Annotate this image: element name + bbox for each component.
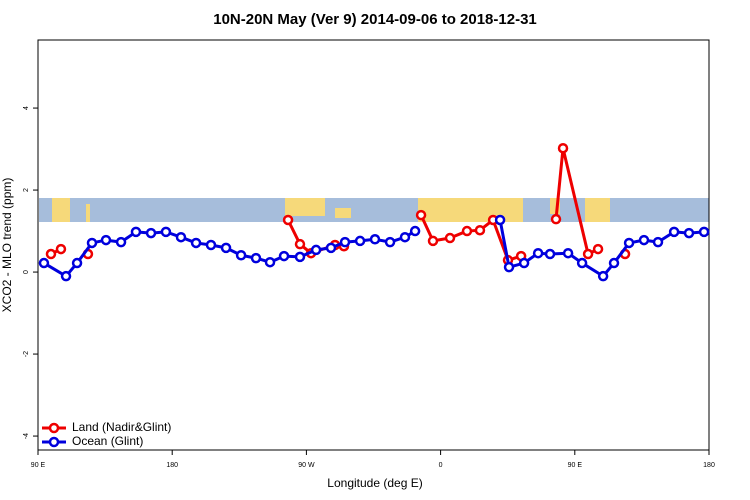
data-point [562, 247, 574, 259]
series-line [554, 146, 599, 256]
legend-marker [48, 422, 60, 434]
y-axis-label: XCO2 - MLO trend (ppm) [0, 178, 14, 313]
data-point [369, 234, 381, 245]
data-point [399, 231, 411, 243]
legend: Land (Nadir&Glint)Ocean (Glint) [42, 420, 171, 448]
data-point [325, 242, 337, 254]
data-point [518, 257, 530, 269]
x-tick-label: 180 [166, 462, 178, 469]
data-point [339, 236, 351, 248]
land-strip [52, 198, 70, 222]
y-tick-label: -2 [23, 351, 30, 357]
data-point [354, 235, 366, 247]
x-axis-label: Longitude (deg E) [327, 476, 422, 490]
y-tick-label: 4 [23, 106, 30, 110]
data-point [86, 237, 98, 249]
data-point [38, 257, 50, 269]
data-point [444, 232, 456, 244]
x-tick-label: 0 [439, 462, 443, 469]
data-point [532, 247, 544, 259]
data-point [652, 236, 664, 248]
data-point [608, 257, 620, 269]
plot-frame [37, 39, 710, 451]
data-point [592, 243, 604, 255]
land-strip [418, 198, 523, 222]
data-point [205, 239, 217, 251]
data-point [582, 248, 594, 260]
data-point [544, 248, 556, 260]
data-point [278, 250, 290, 262]
data-point [597, 270, 609, 282]
data-point [557, 142, 569, 154]
data-point [55, 243, 67, 255]
land-strip [285, 198, 325, 216]
data-point [250, 252, 262, 264]
data-point [282, 214, 294, 226]
data-point [310, 244, 322, 256]
data-point [175, 231, 187, 243]
data-point [623, 237, 635, 249]
land-strip [335, 208, 351, 218]
data-point [71, 257, 83, 269]
data-point [384, 236, 396, 248]
y-tick-label: -4 [23, 433, 30, 439]
data-point [130, 226, 142, 238]
data-point [415, 209, 427, 221]
y-tick-label: 2 [23, 188, 30, 192]
data-point [638, 234, 650, 246]
land-strip [550, 198, 560, 214]
x-tick-label: 90 W [298, 462, 315, 469]
data-point [550, 213, 562, 225]
data-point [427, 235, 439, 247]
y-tick-label: 0 [23, 270, 30, 274]
data-point [576, 257, 588, 269]
legend-label: Ocean (Glint) [72, 434, 143, 448]
data-point [100, 234, 112, 246]
series [38, 214, 710, 282]
chart-title: 10N-20N May (Ver 9) 2014-09-06 to 2018-1… [213, 11, 537, 28]
data-point [474, 224, 486, 236]
data-point [60, 270, 72, 282]
data-point [503, 261, 515, 273]
data-point [264, 256, 276, 268]
data-point [45, 248, 57, 260]
data-point [220, 242, 232, 254]
data-point [190, 237, 202, 249]
legend-marker [48, 436, 60, 448]
data-point [409, 225, 421, 237]
data-point [115, 236, 127, 248]
x-tick-label: 180 [703, 462, 715, 469]
data-point [683, 227, 695, 239]
data-point [668, 226, 680, 238]
x-tick-label: 90 E [31, 462, 46, 469]
data-point [294, 251, 306, 263]
data-point [235, 250, 247, 261]
data-point [698, 226, 710, 238]
land-strip [585, 198, 610, 222]
data-point [494, 214, 506, 226]
legend-label: Land (Nadir&Glint) [72, 420, 171, 434]
x-tick-label: 90 E [568, 462, 583, 469]
data-point [160, 226, 172, 238]
land-strip [86, 204, 90, 222]
data-point [461, 225, 473, 237]
data-point [145, 227, 157, 239]
data-point [294, 238, 306, 250]
map-strip [39, 198, 709, 222]
